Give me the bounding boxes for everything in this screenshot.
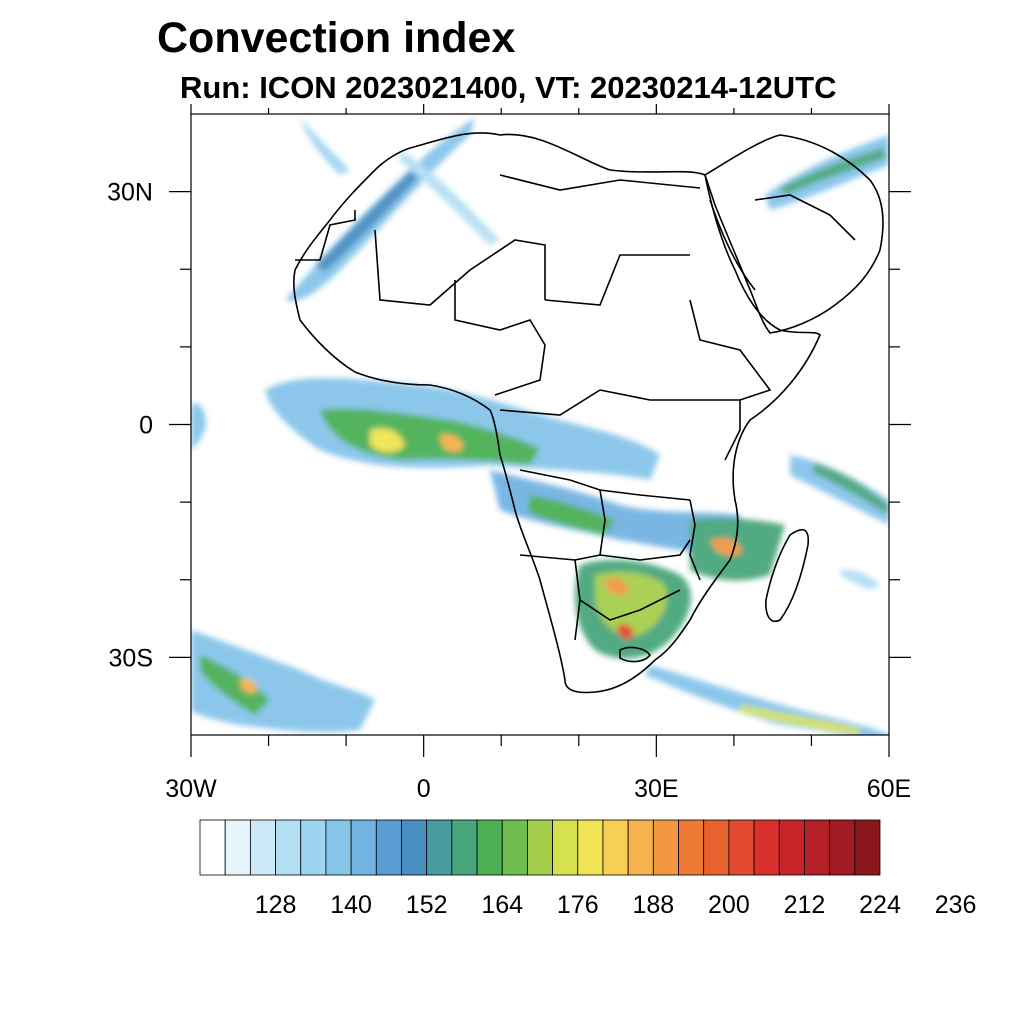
border-central [544, 254, 690, 306]
colorbar-swatch [552, 819, 579, 876]
colorbar-swatch [249, 819, 276, 876]
border-northwest-box [295, 210, 356, 261]
convection-cell-southwest [240, 678, 257, 694]
convection-band-southwest [191, 630, 375, 733]
colorbar-swatch [350, 819, 377, 876]
map-subtitle: Run: ICON 2023021400, VT: 20230214-12UTC [180, 70, 837, 105]
colorbar-swatch [476, 819, 503, 876]
colorbar-labels: 128 140 152 164 176 188 200 212 224 236 [255, 891, 977, 919]
colorbar-swatch [275, 819, 302, 876]
colorbar-swatch [375, 819, 402, 876]
border-east [599, 389, 741, 461]
africa-coastline [293, 132, 821, 694]
x-tick-label: 60E [867, 775, 911, 803]
colorbar-label: 224 [859, 891, 901, 919]
border-southern [519, 539, 691, 561]
border-arabia-inner [754, 194, 856, 241]
colorbar-label: 188 [632, 891, 674, 919]
convection-band-southeast [645, 665, 889, 735]
colorbar-swatch [652, 819, 679, 876]
convection-field [191, 118, 889, 735]
colorbar-swatch [753, 819, 780, 876]
colorbar-swatch [224, 819, 251, 876]
border-congo [499, 389, 601, 416]
convection-band-arabia-core [780, 148, 885, 195]
colorbar-label: 128 [255, 891, 297, 919]
coastlines-borders [293, 132, 884, 694]
convection-band-northwest-core [315, 170, 418, 272]
border-sahara [499, 174, 701, 191]
convection-band-southeast-core [740, 705, 860, 735]
colorbar-swatch [678, 819, 705, 876]
convection-band-congo-core [528, 495, 615, 535]
colorbar-swatch [728, 819, 755, 876]
madagascar-outline [765, 529, 810, 622]
colorbar-swatch [527, 819, 553, 876]
colorbar-label: 212 [784, 891, 826, 919]
convection-band-equatorial-core [320, 408, 540, 465]
colorbar-label: 164 [481, 891, 523, 919]
convection-band-east-ocean [790, 455, 889, 525]
colorbar-label: 152 [406, 891, 448, 919]
arabia-outline [704, 134, 884, 334]
colorbar-swatch [602, 819, 629, 876]
colorbar-swatch [778, 819, 805, 876]
convection-cell-west [370, 428, 405, 453]
colorbar-label: 176 [557, 891, 599, 919]
colorbar-label: 140 [330, 891, 372, 919]
colorbar-swatch [577, 819, 604, 876]
colorbar-swatch [325, 819, 352, 876]
axis-ticks [169, 104, 911, 757]
colorbar-swatch [501, 819, 528, 876]
colorbar-swatch [804, 819, 831, 876]
convection-band-congo [490, 470, 745, 552]
convection-band-sahara [400, 150, 500, 245]
border-red-sea [709, 199, 756, 291]
y-tick-label: 30S [109, 644, 153, 672]
colorbar-swatch [829, 819, 856, 876]
x-tick-label: 30W [165, 775, 217, 803]
y-tick-label: 30N [107, 179, 153, 207]
colorbar-swatch [854, 819, 881, 876]
colorbar [199, 819, 881, 876]
convection-cell-south-2 [617, 624, 634, 640]
colorbar-swatch [451, 819, 478, 876]
border-zambia [599, 489, 606, 556]
colorbar-swatch [426, 819, 453, 876]
border-west [374, 229, 546, 306]
convection-band-madagascar-south [840, 569, 880, 590]
colorbar-label: 200 [708, 891, 750, 919]
colorbar-swatch [199, 819, 226, 876]
map-title: Convection index [157, 14, 516, 62]
border-horn [689, 299, 772, 401]
border-south-africa [579, 589, 681, 621]
convection-cell-mozambique [710, 538, 742, 556]
convection-band-equator-west [191, 403, 206, 450]
colorbar-swatch [401, 819, 428, 876]
colorbar-swatch [300, 819, 327, 876]
border-mozambique [689, 499, 701, 581]
convection-band-east-ocean-core [812, 463, 889, 515]
convection-band-southwest-core [200, 655, 270, 715]
border-lesotho [619, 646, 651, 663]
y-tick-label: 0 [139, 412, 153, 440]
colorbar-swatch [627, 819, 654, 876]
border-sahel [454, 280, 546, 396]
convection-cell-center [440, 434, 463, 452]
colorbar-swatch [703, 819, 730, 876]
x-tick-label: 0 [417, 775, 431, 803]
convection-cell-south-1 [605, 578, 628, 595]
convection-band-morocco [300, 118, 350, 175]
x-tick-label: 30E [634, 775, 678, 803]
colorbar-label: 236 [935, 891, 977, 919]
axis-tick-labels: 30W 0 30E 60E 30N 0 30S [107, 179, 911, 803]
